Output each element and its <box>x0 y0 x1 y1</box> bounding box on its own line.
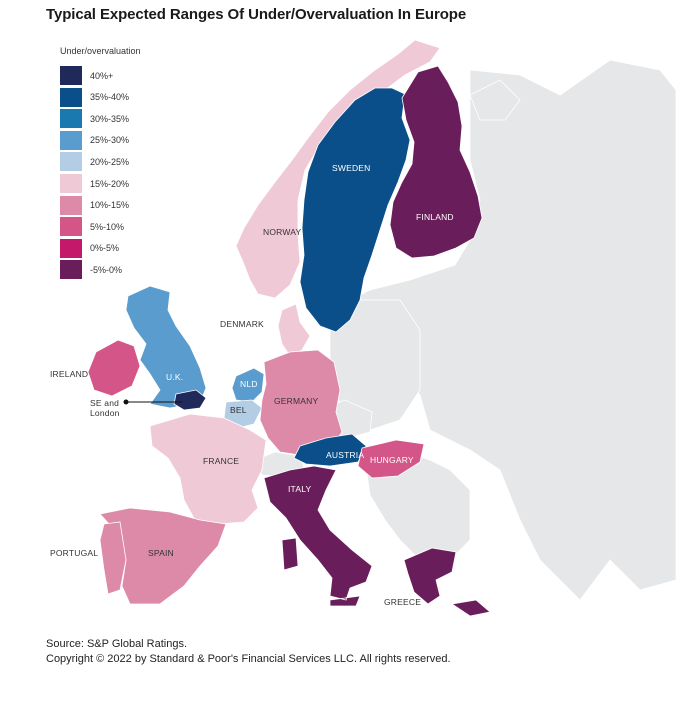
label-germany: GERMANY <box>274 396 319 406</box>
denmark-shape <box>277 303 311 357</box>
legend-swatch <box>60 238 82 258</box>
label-denmark: DENMARK <box>220 319 264 329</box>
hungary-shape <box>357 439 425 479</box>
label-uk: U.K. <box>166 372 184 382</box>
legend-swatch <box>60 174 82 193</box>
label-finland: FINLAND <box>416 212 454 222</box>
label-se-london-line1: SE and <box>90 398 120 408</box>
no-data-land <box>254 59 676 601</box>
source-note: Source: S&P Global Ratings. Copyright © … <box>46 637 451 667</box>
legend-swatch <box>60 152 82 172</box>
greece-shape <box>403 547 491 617</box>
legend-swatch <box>60 130 82 150</box>
uk-shape <box>125 285 207 409</box>
label-greece: GREECE <box>384 597 422 607</box>
legend-item: 25%-30% <box>60 130 130 150</box>
legend-title: Under/overvaluation <box>60 46 141 56</box>
legend-swatch <box>60 260 82 280</box>
netherlands-shape <box>231 367 265 403</box>
legend-label: 5%-10% <box>90 221 125 232</box>
legend-label: 35%-40% <box>90 92 130 103</box>
austria-shape <box>293 433 367 467</box>
label-se-london: SE and London <box>90 398 120 418</box>
legend-item: 30%-35% <box>60 109 130 129</box>
legend-label: 15%-20% <box>90 178 130 189</box>
label-france: FRANCE <box>203 456 240 466</box>
label-norway: NORWAY <box>263 227 302 237</box>
legend-swatch <box>60 195 82 215</box>
copyright-line: Copyright © 2022 by Standard & Poor's Fi… <box>46 653 451 665</box>
legend-label: 25%-30% <box>90 135 130 146</box>
legend-item: 10%-15% <box>60 195 130 215</box>
finland-shape <box>389 65 483 259</box>
label-portugal: PORTUGAL <box>50 548 99 558</box>
legend-label: 0%-5% <box>90 243 120 254</box>
label-se-london-line2: London <box>90 408 120 418</box>
label-sweden: SWEDEN <box>332 163 371 173</box>
legend-item: -5%-0% <box>60 260 123 280</box>
legend-label: 10%-15% <box>90 200 130 211</box>
legend-swatch <box>60 109 82 129</box>
label-hungary: HUNGARY <box>370 455 414 465</box>
legend-label: 30%-35% <box>90 113 130 124</box>
europe-map <box>87 39 676 617</box>
balkans-region <box>364 449 471 561</box>
ireland-shape <box>87 339 141 397</box>
russia-east-region <box>329 59 676 601</box>
france-shape <box>149 413 267 525</box>
italy-shape <box>263 465 373 607</box>
map-title: Typical Expected Ranges Of Under/Overval… <box>46 6 467 23</box>
legend-label: 40%+ <box>90 70 114 81</box>
source-line: Source: S&P Global Ratings. <box>46 638 188 650</box>
label-netherlands: NLD <box>240 379 258 389</box>
label-ireland: IRELAND <box>50 369 89 379</box>
legend-label: -5%-0% <box>90 264 123 275</box>
legend-item: 0%-5% <box>60 238 120 258</box>
legend-item: 5%-10% <box>60 217 125 237</box>
legend-item: 40%+ <box>60 66 113 85</box>
legend-item: 20%-25% <box>60 152 130 172</box>
label-italy: ITALY <box>288 484 312 494</box>
legend-swatch <box>60 66 82 85</box>
sweden-shape <box>299 87 411 333</box>
label-spain: SPAIN <box>148 548 174 558</box>
legend-item: 35%-40% <box>60 87 130 107</box>
legend-label: 20%-25% <box>90 156 130 167</box>
se-london-leader-dot <box>123 399 129 405</box>
label-austria: AUSTRIA <box>326 450 365 460</box>
label-belgium: BEL <box>230 405 247 415</box>
legend-item: 15%-20% <box>60 174 129 193</box>
portugal-shape <box>99 521 127 595</box>
iceland-arctic <box>469 79 521 121</box>
se-london-shape <box>173 389 207 411</box>
legend-swatch <box>60 87 82 107</box>
legend-swatch <box>60 217 82 237</box>
